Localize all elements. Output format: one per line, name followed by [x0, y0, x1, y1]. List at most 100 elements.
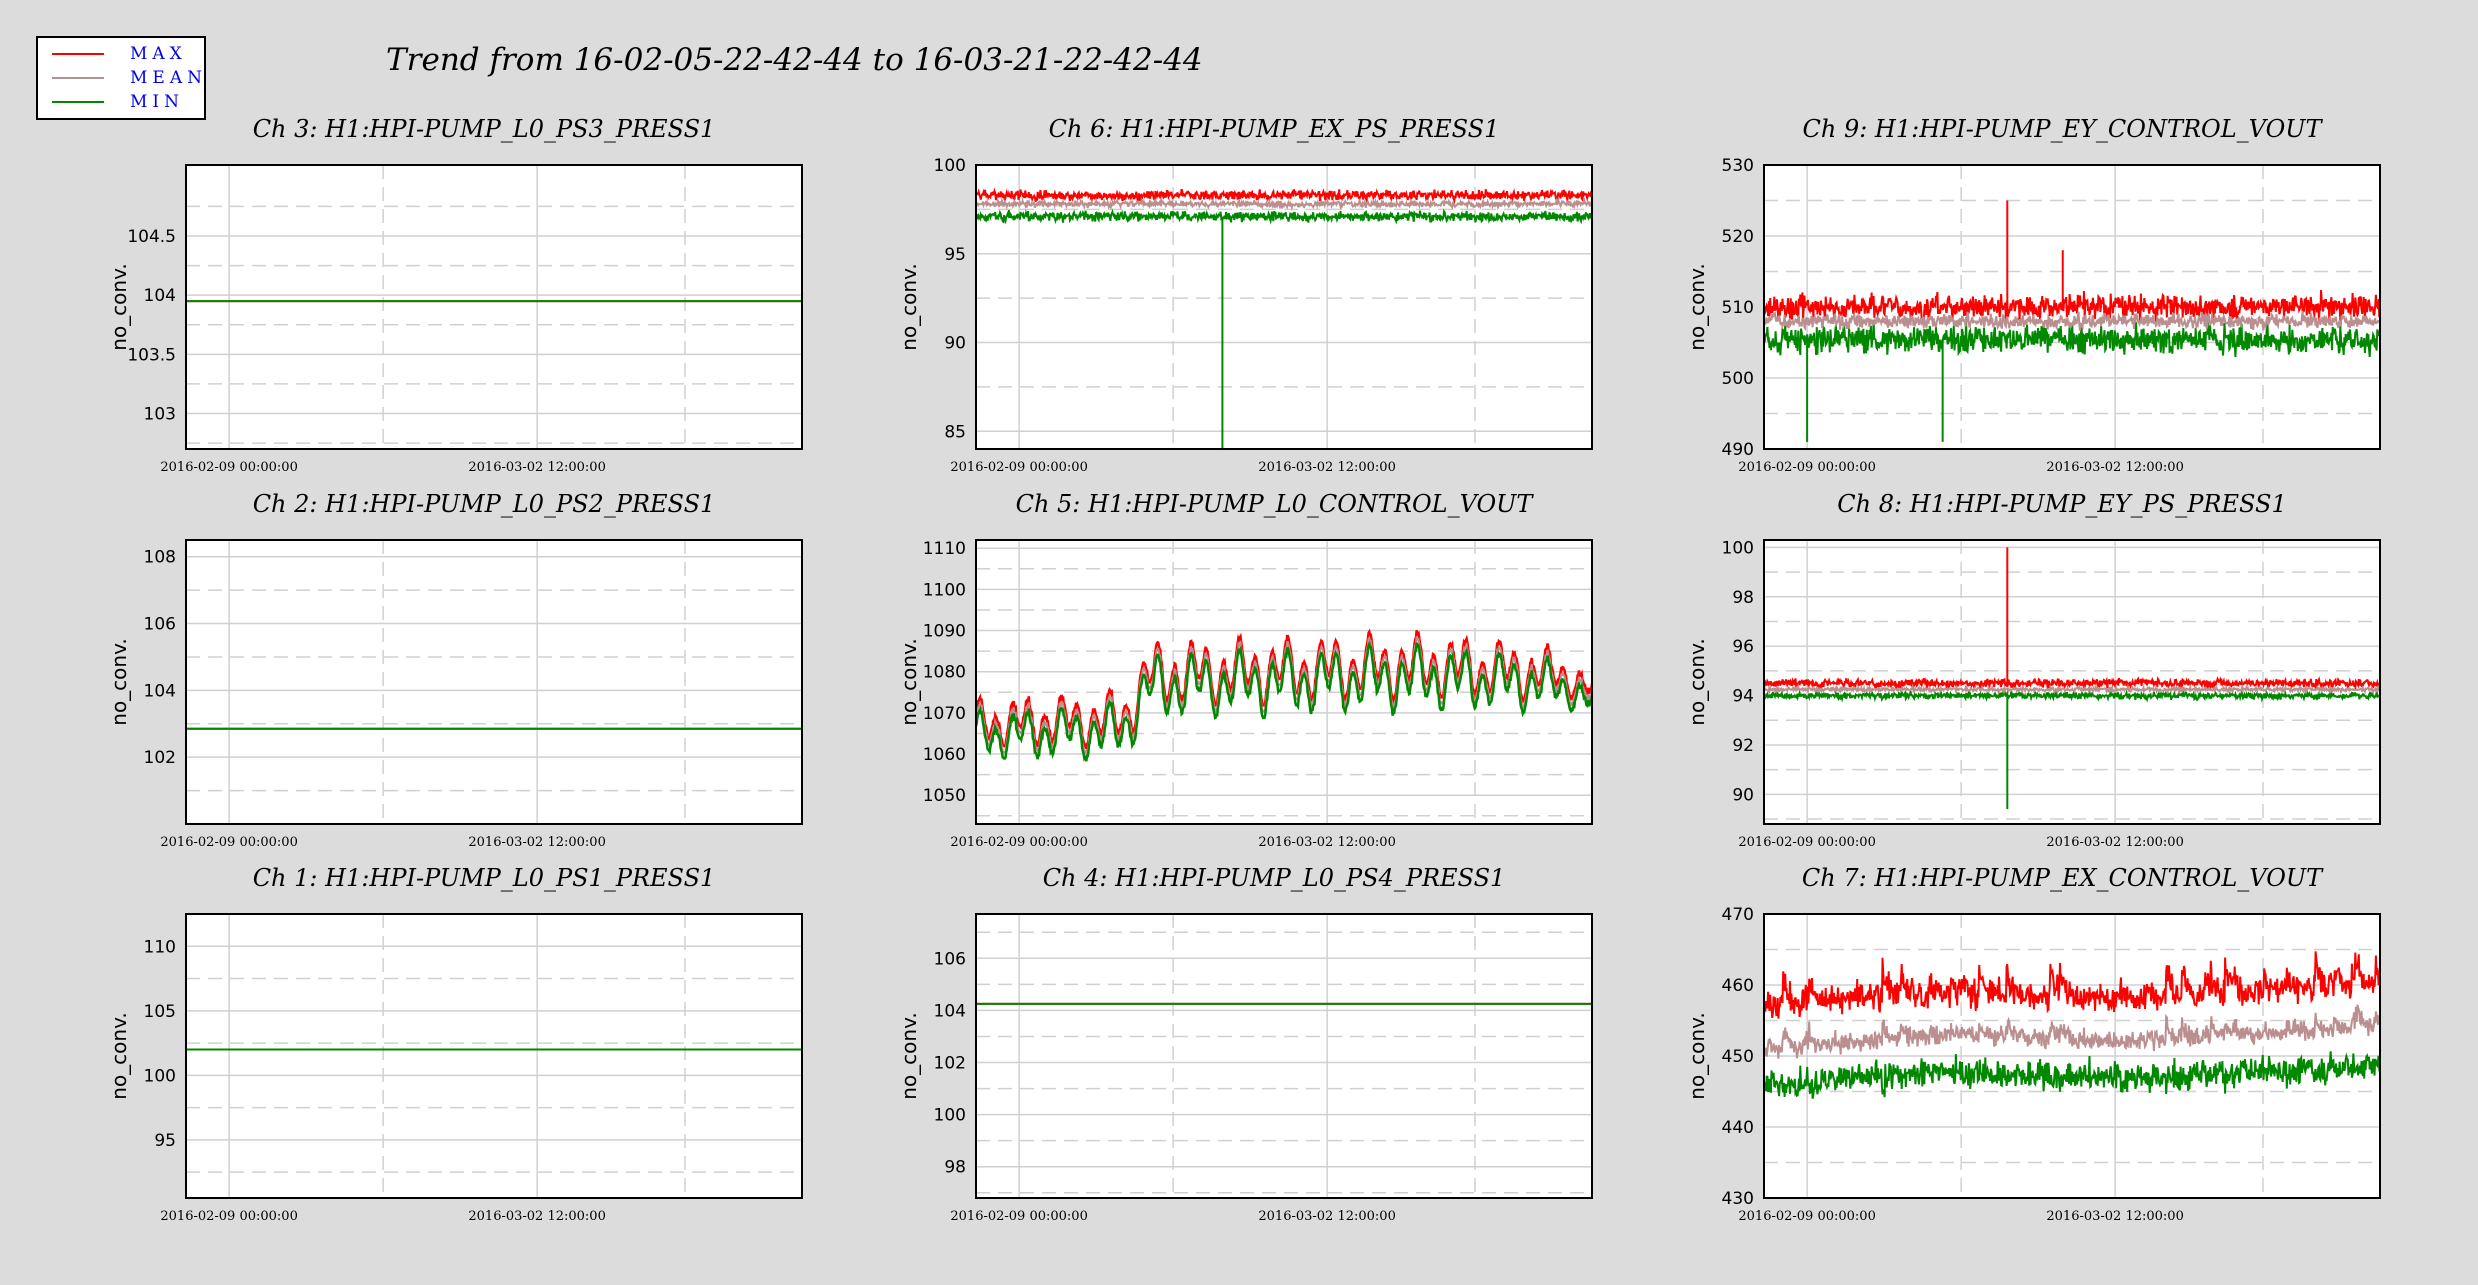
- y-tick-label: 460: [1722, 976, 1754, 996]
- y-tick-label: 1080: [923, 663, 966, 683]
- plot-frame: [975, 164, 1593, 450]
- chart-title: Ch 4: H1:HPI-PUMP_L0_PS4_PRESS1: [1043, 864, 1506, 892]
- chart-title: Ch 2: H1:HPI-PUMP_L0_PS2_PRESS1: [253, 490, 716, 518]
- plot-area: [976, 540, 1592, 824]
- series-mean: [1764, 310, 2380, 332]
- series-min: [1764, 687, 2380, 703]
- chart-title: Ch 5: H1:HPI-PUMP_L0_CONTROL_VOUT: [1016, 490, 1535, 518]
- chart-title: Ch 9: H1:HPI-PUMP_EY_CONTROL_VOUT: [1803, 115, 2324, 143]
- y-tick-label: 102: [144, 748, 176, 768]
- chart-panel-ch-6: Ch 6: H1:HPI-PUMP_EX_PS_PRESS1 85 90 95 100 2…: [897, 115, 1593, 475]
- y-tick-label: 105: [144, 1002, 176, 1022]
- series-max: [1764, 675, 2380, 692]
- y-tick-label: 500: [1722, 369, 1754, 389]
- x-tick-label: 2016-03-02 12:00:00: [468, 460, 605, 475]
- y-tick-label: 92: [1732, 736, 1754, 756]
- y-tick-label: 104: [934, 1001, 966, 1021]
- y-tick-label: 510: [1722, 298, 1754, 318]
- grid: [186, 914, 802, 1198]
- legend-entry-max: MAX: [38, 44, 204, 64]
- chart-title: Ch 8: H1:HPI-PUMP_EY_PS_PRESS1: [1837, 490, 2286, 518]
- y-tick-label: 102: [934, 1054, 966, 1074]
- y-tick-label: 98: [944, 1158, 966, 1178]
- plot-area: [186, 540, 802, 824]
- grid: [186, 540, 802, 824]
- series-group: [976, 187, 1592, 449]
- plot-frame: [1763, 913, 2381, 1199]
- y-axis-label: no_conv.: [897, 1012, 921, 1099]
- plot-area: [186, 165, 802, 449]
- chart-panel-ch-5: Ch 5: H1:HPI-PUMP_L0_CONTROL_VOUT 1050 106…: [897, 490, 1593, 850]
- chart-title: Ch 3: H1:HPI-PUMP_L0_PS3_PRESS1: [253, 115, 716, 143]
- y-tick-label: 106: [144, 615, 176, 635]
- y-tick-label: 104.5: [127, 227, 176, 247]
- chart-panel-ch-2: Ch 2: H1:HPI-PUMP_L0_PS2_PRESS1 102 104 106…: [107, 490, 803, 850]
- y-tick-label: 1100: [923, 580, 966, 600]
- plot-frame: [975, 539, 1593, 825]
- plot-frame: [1763, 164, 2381, 450]
- chart-title: Ch 6: H1:HPI-PUMP_EX_PS_PRESS1: [1049, 115, 1500, 143]
- x-tick-label: 2016-03-02 12:00:00: [468, 835, 605, 850]
- series-min: [976, 640, 1592, 762]
- x-tick-label: 2016-02-09 00:00:00: [1738, 835, 1875, 850]
- x-tick-label: 2016-02-09 00:00:00: [950, 460, 1087, 475]
- x-tick-label: 2016-03-02 12:00:00: [2046, 460, 2183, 475]
- y-tick-label: 100: [1722, 538, 1754, 558]
- x-tick-label: 2016-03-02 12:00:00: [1258, 460, 1395, 475]
- y-tick-label: 1060: [923, 745, 966, 765]
- y-axis-label: no_conv.: [1685, 1012, 1709, 1099]
- legend-swatch-min: [52, 101, 104, 103]
- x-tick-label: 2016-03-02 12:00:00: [2046, 835, 2183, 850]
- series-group: [976, 628, 1592, 762]
- grid: [976, 914, 1592, 1198]
- y-tick-label: 1110: [923, 539, 966, 559]
- chart-panel-ch-1: Ch 1: H1:HPI-PUMP_L0_PS1_PRESS1 95 100 105 1…: [107, 864, 803, 1224]
- y-tick-label: 96: [1732, 637, 1754, 657]
- y-tick-label: 108: [144, 548, 176, 568]
- series-min: [976, 208, 1592, 225]
- y-tick-label: 470: [1722, 905, 1754, 925]
- chart-panel-ch-4: Ch 4: H1:HPI-PUMP_L0_PS4_PRESS1 98 100 102 1…: [897, 864, 1593, 1224]
- y-tick-label: 100: [934, 156, 966, 176]
- plot-area: [186, 914, 802, 1198]
- chart-title: Ch 1: H1:HPI-PUMP_L0_PS1_PRESS1: [253, 864, 716, 892]
- y-tick-label: 1070: [923, 704, 966, 724]
- legend-label-min: MIN: [130, 92, 184, 112]
- y-tick-label: 490: [1722, 440, 1754, 460]
- plot-frame: [185, 539, 803, 825]
- plot-frame: [975, 913, 1593, 1199]
- grid: [1764, 540, 2380, 824]
- y-axis-label: no_conv.: [1685, 638, 1709, 725]
- series-group: [1764, 951, 2380, 1099]
- legend-swatch-mean: [52, 77, 104, 79]
- x-tick-label: 2016-03-02 12:00:00: [2046, 1209, 2183, 1224]
- x-tick-label: 2016-02-09 00:00:00: [1738, 460, 1875, 475]
- x-tick-label: 2016-02-09 00:00:00: [950, 835, 1087, 850]
- y-tick-label: 90: [944, 334, 966, 354]
- y-tick-label: 94: [1732, 687, 1754, 707]
- chart-panel-ch-3: Ch 3: H1:HPI-PUMP_L0_PS3_PRESS1 103 103.5 1…: [107, 115, 803, 475]
- series-min: [1764, 1051, 2380, 1099]
- x-tick-label: 2016-03-02 12:00:00: [468, 1209, 605, 1224]
- plot-area: [976, 914, 1592, 1198]
- y-axis-label: no_conv.: [897, 263, 921, 350]
- plot-frame: [185, 913, 803, 1199]
- legend-label-mean: MEAN: [130, 68, 207, 88]
- series-mean: [1764, 1004, 2380, 1059]
- x-tick-label: 2016-02-09 00:00:00: [160, 835, 297, 850]
- chart-title: Ch 7: H1:HPI-PUMP_EX_CONTROL_VOUT: [1802, 864, 2324, 892]
- y-tick-label: 100: [934, 1106, 966, 1126]
- y-axis-label: no_conv.: [107, 638, 131, 725]
- x-tick-label: 2016-02-09 00:00:00: [950, 1209, 1087, 1224]
- y-tick-label: 103: [144, 405, 176, 425]
- grid: [186, 165, 802, 449]
- series-max: [1764, 289, 2380, 324]
- x-tick-label: 2016-03-02 12:00:00: [1258, 1209, 1395, 1224]
- y-tick-label: 450: [1722, 1047, 1754, 1067]
- y-tick-label: 104: [144, 286, 176, 306]
- legend-swatch-max: [52, 53, 104, 55]
- y-axis-label: no_conv.: [897, 638, 921, 725]
- y-tick-label: 520: [1722, 227, 1754, 247]
- chart-panel-ch-8: Ch 8: H1:HPI-PUMP_EY_PS_PRESS1 90 92 94 96 98…: [1685, 490, 2381, 850]
